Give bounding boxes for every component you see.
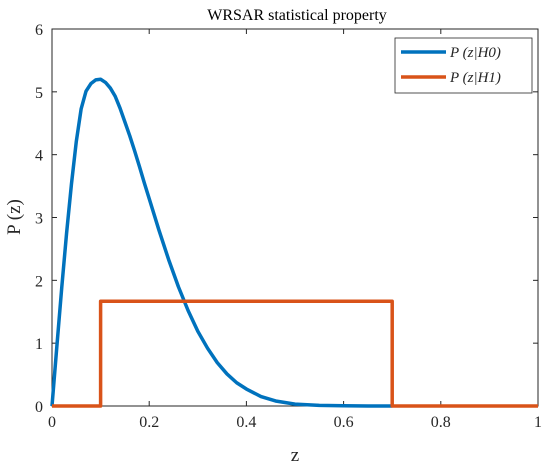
x-tick-label: 0.6 [334, 414, 354, 431]
x-tick-label: 0.8 [431, 414, 451, 431]
y-tick-label: 1 [35, 336, 43, 353]
x-tick-label: 0.2 [139, 414, 159, 431]
y-tick-label: 3 [35, 211, 43, 228]
x-axis-label: z [291, 445, 299, 466]
series-layer [50, 77, 538, 408]
legend-box [394, 37, 533, 94]
x-tick-label: 0 [48, 414, 56, 431]
x-axis-ticks: 0 0.2 0.4 0.6 0.8 1 [48, 29, 542, 431]
y-tick-label: 0 [35, 399, 43, 416]
y-tick-label: 4 [35, 148, 43, 165]
y-tick-label: 6 [35, 22, 43, 39]
x-tick-label: 0.4 [236, 414, 256, 431]
y-axis-label: P (z) [4, 199, 25, 235]
series-line-h1 [52, 299, 538, 408]
x-tick-label: 1 [534, 414, 542, 431]
chart-title: WRSAR statistical property [207, 7, 387, 24]
y-tick-label: 2 [35, 273, 43, 290]
legend-label-h1: P (z|H1) [449, 70, 501, 86]
legend: P (z|H0) P (z|H1) [394, 37, 533, 94]
legend-label-h0: P (z|H0) [449, 45, 501, 61]
series-line-h0 [50, 77, 393, 408]
y-tick-label: 5 [35, 85, 43, 102]
